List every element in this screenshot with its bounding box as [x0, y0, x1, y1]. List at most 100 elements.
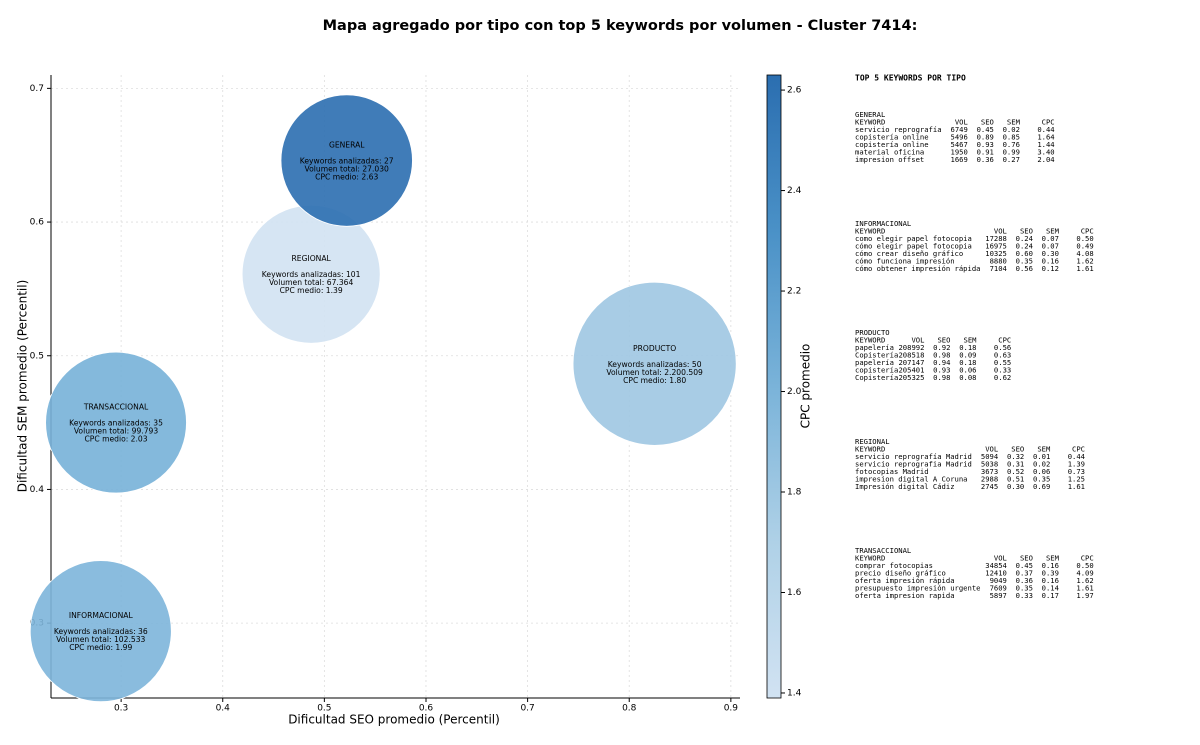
table-cell: comprar fotocopias	[855, 561, 933, 570]
table-cell: 1.25	[1068, 475, 1085, 484]
table-cell: 4.08	[1076, 249, 1093, 258]
table-cell: 0.91	[977, 148, 994, 157]
bubble-annotation: CPC medio: 2.03	[84, 435, 147, 444]
table-header: CPC	[1042, 118, 1055, 127]
table-cell: cómo obtener impresión rápida	[855, 264, 981, 273]
table-cell: 0.18	[959, 358, 976, 367]
table-cell: 5094	[981, 452, 998, 461]
table-cell: 1950	[951, 148, 968, 157]
table-header: CPC	[998, 336, 1011, 345]
table-cell: 0.39	[1042, 569, 1059, 578]
table-header: SEO	[981, 118, 994, 127]
x-axis-label: Dificultad SEO promedio (Percentil)	[288, 713, 500, 727]
table-header: VOL	[911, 336, 924, 345]
x-tick-label: 0.5	[317, 704, 331, 714]
table-title: INFORMACIONAL	[855, 219, 911, 228]
x-tick-label: 0.9	[724, 704, 739, 714]
table-cell: 2988	[981, 475, 998, 484]
table-cell: servicio reprografia Madrid	[855, 460, 972, 469]
colorbar-tick-label: 2.6	[787, 86, 802, 96]
table-cell: 0.07	[1042, 234, 1059, 243]
table-cell: 0.14	[1042, 584, 1059, 593]
table-cell: 0.60	[1016, 249, 1033, 258]
bubble-label: INFORMACIONAL	[69, 611, 134, 620]
table-cell: 0.32	[1007, 452, 1024, 461]
colorbar	[766, 74, 782, 699]
table-cell: 0.56	[1016, 264, 1033, 273]
bubble-annotation: Keywords analizadas: 36	[54, 627, 148, 636]
bubble	[29, 560, 172, 703]
table-cell: 2745	[981, 482, 998, 491]
y-tick-label: 0.4	[30, 485, 45, 495]
table-cell: 208518	[898, 351, 924, 360]
table-cell: papelería	[855, 358, 894, 367]
table-cell: 1.61	[1076, 264, 1093, 273]
table-cell: 1.62	[1076, 257, 1093, 266]
table-cell: cómo elegir papel fotocopia	[855, 242, 972, 251]
bubble-label: PRODUCTO	[633, 344, 676, 353]
table-title: REGIONAL	[855, 437, 890, 446]
x-tick-label: 0.6	[419, 704, 434, 714]
table-cell: 7104	[990, 264, 1007, 273]
table-cell: 4.09	[1076, 569, 1093, 578]
table-cell: 0.50	[1076, 561, 1093, 570]
colorbar-tick-label: 2.0	[787, 387, 802, 397]
table-cell: 0.56	[994, 343, 1011, 352]
table-cell: 17288	[985, 234, 1007, 243]
table-header: CPC	[1081, 227, 1094, 236]
table-cell: 1.44	[1037, 140, 1054, 149]
table-header: SEM	[1046, 227, 1060, 236]
bubble	[280, 94, 413, 227]
bubble-annotation: Keywords analizadas: 50	[608, 360, 702, 369]
table-cell: 0.12	[1042, 264, 1059, 273]
table-cell: 10325	[985, 249, 1007, 258]
table-cell: 1.61	[1068, 482, 1085, 491]
table-cell: 12410	[985, 569, 1007, 578]
table-cell: 0.16	[1042, 561, 1059, 570]
table-cell: papelería	[855, 343, 894, 352]
table-header: SEM	[964, 336, 978, 345]
bubble-annotation: Volumen total: 67.364	[269, 278, 354, 287]
table-cell: 0.45	[1016, 561, 1033, 570]
bubble-annotation: CPC medio: 1.99	[69, 643, 132, 652]
table-cell: 0.93	[977, 140, 994, 149]
table-cell: 0.63	[994, 351, 1011, 360]
table-cell: 0.30	[1042, 249, 1059, 258]
table-cell: material oficina	[855, 148, 924, 157]
table-cell: 0.85	[1003, 133, 1020, 142]
table-header: SEO	[1020, 227, 1033, 236]
table-cell: 2.04	[1037, 155, 1054, 164]
table-cell: 0.98	[933, 373, 950, 382]
bubble-annotation: Keywords analizadas: 101	[262, 270, 361, 279]
table-cell: fotocopias Madrid	[855, 467, 929, 476]
table-cell: cómo funciona impresión	[855, 257, 955, 266]
table-cell: 0.06	[1033, 467, 1050, 476]
table-cell: 34854	[985, 561, 1007, 570]
table-cell: 3.40	[1037, 148, 1054, 157]
table-cell: 0.18	[959, 343, 976, 352]
table-cell: 0.94	[933, 358, 950, 367]
table-cell: cómo crear diseño gráfico	[855, 249, 963, 258]
bubble-label: GENERAL	[329, 141, 365, 150]
y-tick-label: 0.6	[30, 218, 45, 228]
table-cell: copistería	[855, 366, 898, 375]
x-tick-label: 0.4	[216, 704, 231, 714]
table-header: KEYWORD	[855, 554, 885, 563]
y-tick-label: 0.7	[30, 84, 44, 94]
table-cell: servicio reprografía Madrid	[855, 452, 972, 461]
table-header: CPC	[1081, 554, 1094, 563]
table-cell: 0.35	[1033, 475, 1050, 484]
table-header: KEYWORD	[855, 118, 885, 127]
table-header: SEO	[937, 336, 950, 345]
y-axis-label: Dificultad SEM promedio (Percentil)	[16, 280, 30, 493]
x-tick-label: 0.8	[622, 704, 637, 714]
table-header: SEO	[1011, 445, 1024, 454]
table-cell: 208992	[898, 343, 924, 352]
bubble	[572, 281, 737, 446]
table-header: SEM	[1037, 445, 1051, 454]
x-tick-label: 0.7	[520, 704, 534, 714]
colorbar-tick-label: 1.6	[787, 588, 802, 598]
table-cell: 0.93	[933, 366, 950, 375]
table-cell: 0.27	[1003, 155, 1020, 164]
table-cell: 0.69	[1033, 482, 1050, 491]
